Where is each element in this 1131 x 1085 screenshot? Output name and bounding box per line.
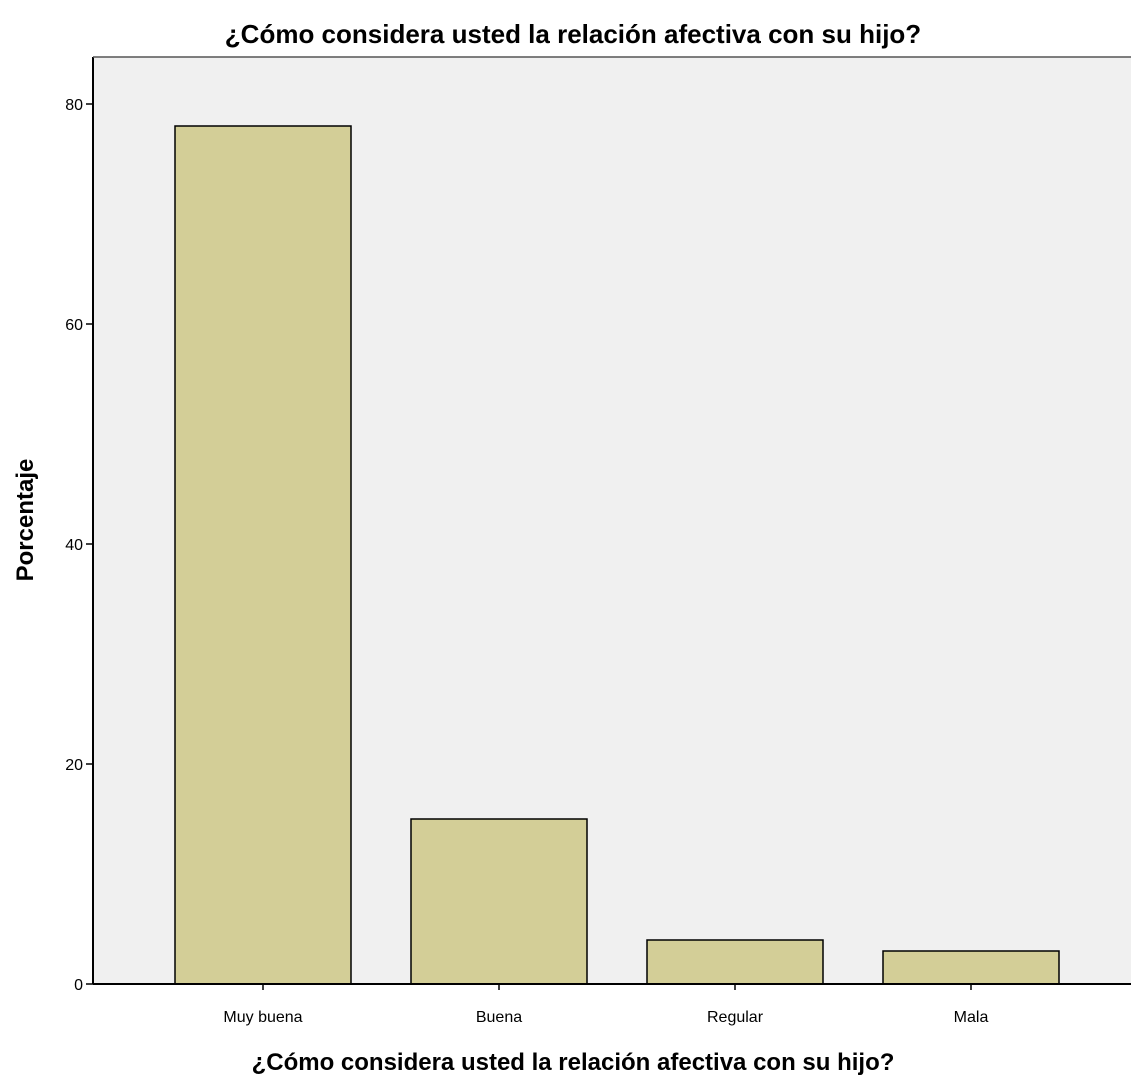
y-tick-group: 0 20 40 60 80 (65, 97, 93, 994)
y-axis-label: Porcentaje (12, 459, 39, 582)
x-tick-label: Regular (707, 1009, 764, 1026)
x-tick-label: Buena (476, 1009, 522, 1026)
x-tick-label: Mala (954, 1009, 989, 1026)
bar-muy-buena (174, 125, 352, 985)
chart-title: ¿Cómo considera usted la relación afecti… (225, 19, 921, 49)
x-tick-label: Muy buena (223, 1009, 302, 1026)
bar-mala (882, 950, 1060, 985)
y-tick-label: 20 (65, 757, 83, 774)
bar-group (174, 125, 1060, 985)
x-tick-group: Muy buena Buena Regular Mala (223, 984, 988, 1026)
y-tick-label: 60 (65, 317, 83, 334)
bar-buena (410, 818, 588, 985)
y-tick-label: 80 (65, 97, 83, 114)
y-tick-label: 40 (65, 537, 83, 554)
bar-regular (646, 939, 824, 985)
y-tick-label: 0 (74, 977, 83, 994)
x-axis-label: ¿Cómo considera usted la relación afecti… (252, 1049, 895, 1076)
